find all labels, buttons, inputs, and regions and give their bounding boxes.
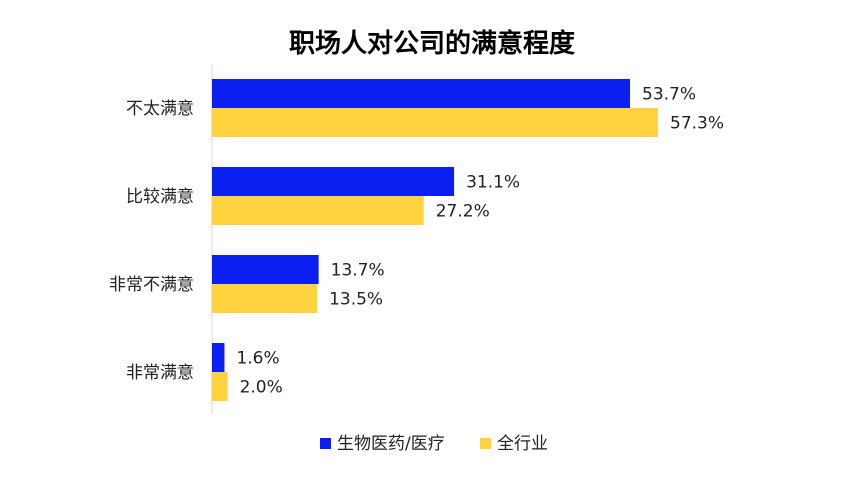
- bar-all-industry: [212, 372, 228, 401]
- bars: [212, 79, 659, 401]
- bar-biomedical: [212, 79, 630, 108]
- data-label: 57.3%: [670, 114, 724, 134]
- bar-biomedical: [212, 343, 225, 372]
- bar-biomedical: [212, 255, 319, 284]
- legend-swatch: [480, 438, 491, 449]
- data-label: 53.7%: [642, 85, 696, 105]
- legend-swatch: [320, 438, 331, 449]
- bar-all-industry: [212, 284, 318, 313]
- bar-all-industry: [212, 108, 659, 137]
- legend-label: 生物医药/医疗: [337, 434, 445, 454]
- bar-biomedical: [212, 167, 455, 196]
- chart-title: 职场人对公司的满意程度: [289, 28, 575, 59]
- legend-label: 全行业: [497, 434, 548, 454]
- data-label: 13.5%: [329, 290, 383, 310]
- category-label: 不太满意: [126, 99, 194, 119]
- bar-all-industry: [212, 196, 424, 225]
- category-label: 非常满意: [126, 363, 194, 383]
- data-label: 2.0%: [240, 378, 283, 398]
- data-label: 27.2%: [436, 202, 490, 222]
- category-label: 非常不满意: [109, 275, 194, 295]
- data-label: 31.1%: [466, 173, 520, 193]
- value-labels: 53.7% 57.3% 31.1% 27.2% 13.7% 13.5% 1.6% 2.0%: [236, 85, 724, 398]
- legend: 生物医药/医疗 全行业: [320, 434, 548, 454]
- category-label: 比较满意: [126, 187, 194, 207]
- data-label: 13.7%: [331, 261, 385, 281]
- data-label: 1.6%: [236, 349, 279, 369]
